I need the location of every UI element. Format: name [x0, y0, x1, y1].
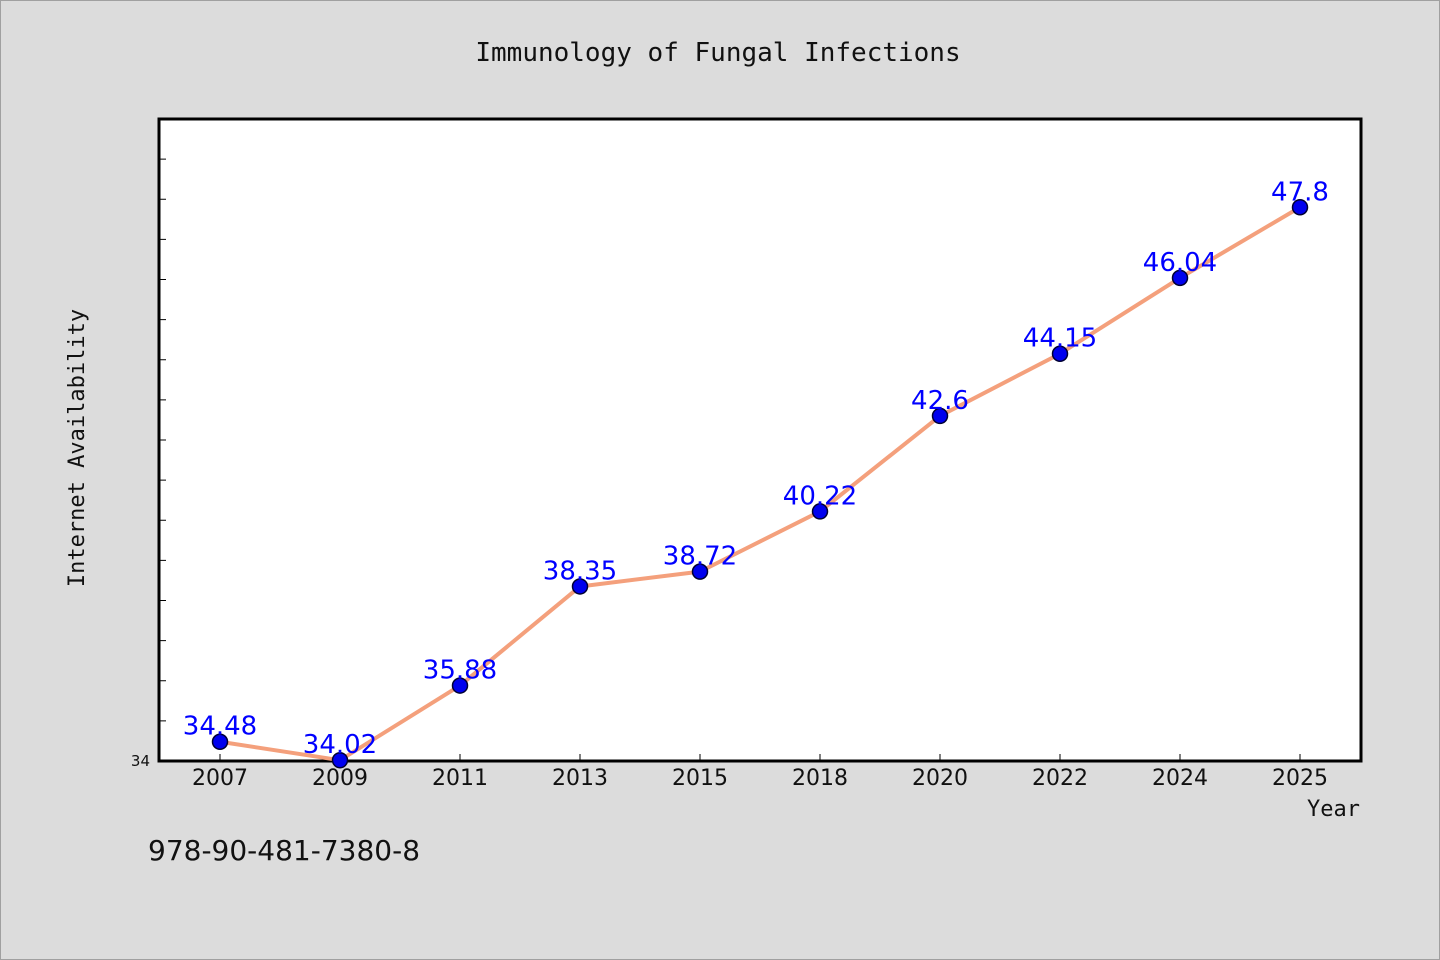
- chart-title: Immunology of Fungal Infections: [475, 38, 960, 68]
- series-line: [218, 205, 1302, 763]
- data-point: [1171, 269, 1189, 287]
- data-label: 44.15: [1023, 324, 1097, 354]
- data-label: 34.48: [183, 712, 257, 742]
- plot-area: [157, 117, 1363, 763]
- x-tick-label: 2025: [1272, 766, 1328, 791]
- data-label: 34.02: [303, 730, 377, 760]
- data-labels: 34.48 34.02 35.88 38.35 38.72 40.22 42.6 44.15 4…: [183, 177, 1329, 760]
- data-label: 46.04: [1143, 248, 1217, 278]
- x-tick-label: 2022: [1032, 766, 1088, 791]
- x-tick-label: 2013: [552, 766, 608, 791]
- x-axis-ticks: 2007 2009 2011 2013 2015 2018 2020 2022 2024 2025: [192, 754, 1328, 791]
- data-point: [691, 563, 709, 580]
- data-point: [811, 503, 829, 520]
- data-label: 38.72: [663, 542, 737, 572]
- x-tick-label: 2007: [192, 766, 248, 791]
- data-point: [1051, 345, 1069, 362]
- data-label: 38.35: [543, 556, 617, 586]
- data-point: [1291, 199, 1309, 216]
- data-point: [571, 578, 589, 595]
- data-point: [331, 751, 349, 769]
- isbn-caption: 978-90-481-7380-8: [148, 834, 421, 867]
- x-tick-label: 2011: [432, 766, 488, 791]
- x-axis-label: Year: [1307, 797, 1360, 822]
- x-tick-label: 2009: [312, 766, 368, 791]
- y-axis-ticks: [159, 158, 166, 722]
- x-tick-label: 2024: [1152, 766, 1208, 791]
- x-tick-label: 2015: [672, 766, 728, 791]
- series-markers: [211, 199, 1309, 769]
- data-point: [451, 677, 469, 694]
- data-point: [211, 733, 229, 750]
- data-label: 35.88: [423, 656, 497, 686]
- x-tick-label: 2018: [792, 766, 848, 791]
- x-tick-label: 2020: [912, 766, 968, 791]
- data-label: 47.8: [1271, 177, 1329, 207]
- y-tick-label: 34: [131, 752, 150, 770]
- data-point: [931, 407, 949, 425]
- y-axis-label: Internet Availability: [65, 309, 90, 587]
- data-label: 40.22: [783, 481, 857, 511]
- data-label: 42.6: [911, 386, 969, 416]
